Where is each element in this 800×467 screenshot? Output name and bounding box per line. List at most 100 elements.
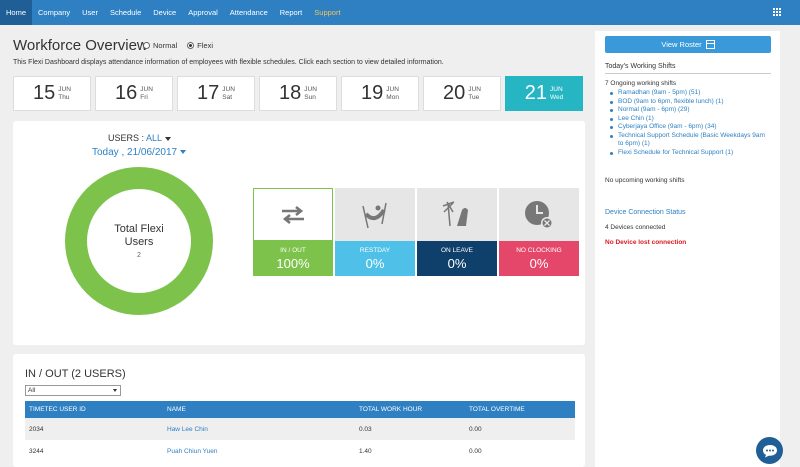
- column-header-work-hour[interactable]: TOTAL WORK HOUR: [359, 406, 423, 413]
- nav-device[interactable]: Device: [153, 8, 177, 17]
- in-out-filter-select[interactable]: All: [25, 385, 121, 396]
- date-strip: 15 JUN Thu 16 JUN Fri 17 JUN Sat 18 JUN Sun …: [13, 76, 587, 111]
- column-header-user-id[interactable]: TIMETEC USER ID: [29, 406, 86, 413]
- tile-label: IN / OUT: [280, 246, 306, 254]
- date-day: 18: [279, 82, 302, 104]
- shift-link[interactable]: Technical Support Schedule (Basic Weekda…: [609, 132, 769, 149]
- no-clocking-tile[interactable]: NO CLOCKING 0%: [499, 188, 579, 276]
- tile-label: ON LEAVE: [440, 246, 474, 254]
- users-filter-value: ALL: [146, 133, 163, 143]
- status-tiles: IN / OUT 100% RESTDAY 0%: [253, 188, 581, 276]
- date-weekday: Mon: [386, 93, 399, 101]
- cell-name-link[interactable]: Haw Lee Chin: [167, 425, 208, 433]
- date-weekday: Sun: [304, 93, 316, 101]
- tile-label: RESTDAY: [359, 246, 391, 254]
- nav-schedule[interactable]: Schedule: [109, 8, 142, 17]
- cell-overtime: 0.00: [469, 425, 482, 433]
- date-day: 17: [197, 82, 220, 104]
- no-device-lost-text: No Device lost connection: [605, 239, 687, 246]
- cell-name-link[interactable]: Puah Chiun Yuen: [167, 447, 218, 455]
- table-row: 2034 Haw Lee Chin 0.03 0.00: [25, 418, 575, 440]
- column-header-name[interactable]: NAME: [167, 406, 186, 413]
- nav-home[interactable]: Home: [0, 0, 33, 25]
- column-header-overtime[interactable]: TOTAL OVERTIME: [469, 406, 525, 413]
- device-connection-status-link[interactable]: Device Connection Status: [605, 209, 686, 216]
- date-filter-dropdown[interactable]: Today , 21/06/2017: [92, 147, 187, 158]
- table-header: TIMETEC USER ID NAME TOTAL WORK HOUR TOT…: [25, 401, 575, 418]
- shift-link[interactable]: Ramadhan (9am - 5pm) (51): [609, 89, 769, 98]
- date-day: 19: [361, 82, 384, 104]
- date-weekday: Tue: [468, 93, 480, 101]
- flexi-radio-label[interactable]: Flexi: [197, 41, 214, 50]
- right-sidebar: View Roster Today's Working Shifts 7 Ong…: [595, 31, 780, 467]
- date-card-19[interactable]: 19 JUN Mon: [341, 76, 419, 111]
- date-day: 16: [115, 82, 138, 104]
- date-day: 15: [33, 82, 56, 104]
- working-shifts-heading: Today's Working Shifts: [605, 63, 676, 70]
- hammock-icon: [362, 202, 387, 228]
- date-card-16[interactable]: 16 JUN Fri: [95, 76, 173, 111]
- tile-percent: 100%: [276, 255, 310, 271]
- tile-percent: 0%: [365, 255, 385, 271]
- date-card-17[interactable]: 17 JUN Sat: [177, 76, 255, 111]
- date-month: JUN: [468, 85, 481, 93]
- in-out-title: IN / OUT (2 USERS): [25, 368, 126, 380]
- donut-center: Total Flexi Users 2: [87, 189, 191, 293]
- date-month: JUN: [222, 85, 235, 93]
- chat-icon: [762, 444, 777, 457]
- users-filter-label: USERS :: [108, 133, 145, 143]
- date-filter-value: Today , 21/06/2017: [92, 147, 178, 158]
- date-weekday: Thu: [58, 93, 70, 101]
- nav-approval[interactable]: Approval: [188, 8, 218, 17]
- normal-radio-label[interactable]: Normal: [153, 41, 178, 50]
- chat-button[interactable]: [756, 437, 783, 464]
- date-month: JUN: [386, 85, 399, 93]
- users-filter-dropdown[interactable]: USERS : ALL: [108, 133, 172, 143]
- no-upcoming-shifts: No upcoming working shifts: [605, 177, 685, 184]
- nav-user[interactable]: User: [82, 8, 98, 17]
- date-weekday: Sat: [222, 93, 233, 101]
- date-card-21-today[interactable]: 21 JUN Wed: [505, 76, 583, 111]
- view-roster-button[interactable]: View Roster: [605, 36, 771, 53]
- date-month: JUN: [58, 85, 71, 93]
- cell-user-id: 2034: [29, 425, 44, 433]
- shift-link[interactable]: BOD (9am to 6pm, flexible lunch) (1): [609, 98, 769, 107]
- cell-work-hour: 0.03: [359, 425, 372, 433]
- date-weekday: Wed: [550, 93, 564, 101]
- flexi-radio[interactable]: [187, 42, 195, 49]
- view-roster-label: View Roster: [661, 40, 702, 49]
- grid-icon[interactable]: [773, 8, 782, 17]
- restday-tile[interactable]: RESTDAY 0%: [335, 188, 415, 276]
- nav-attendance[interactable]: Attendance: [229, 8, 268, 17]
- shift-link[interactable]: Lee Chin (1): [609, 115, 769, 124]
- clock-cancel-icon: [525, 200, 553, 229]
- date-card-20[interactable]: 20 JUN Tue: [423, 76, 501, 111]
- cell-overtime: 0.00: [469, 447, 482, 455]
- divider: [605, 73, 771, 74]
- total-users-donut-chart[interactable]: Total Flexi Users 2: [65, 167, 213, 315]
- nav-company[interactable]: Company: [38, 8, 71, 17]
- in-out-tile[interactable]: IN / OUT 100%: [253, 188, 333, 276]
- intro-text: This Flexi Dashboard displays attendance…: [13, 59, 444, 66]
- top-navigation: Home Company User Schedule Device Approv…: [0, 0, 800, 25]
- date-day: 20: [443, 82, 466, 104]
- page-title: Workforce Overview: [13, 37, 148, 54]
- tile-label: NO CLOCKING: [516, 246, 562, 254]
- date-day: 21: [524, 82, 547, 104]
- shift-link[interactable]: Cyberjaya Office (9am - 6pm) (34): [609, 123, 769, 132]
- ongoing-shifts-count: 7 Ongoing working shifts: [605, 80, 677, 87]
- date-card-15[interactable]: 15 JUN Thu: [13, 76, 91, 111]
- devices-connected-text: 4 Devices connected: [605, 224, 666, 231]
- filter-value: All: [28, 387, 36, 394]
- shift-link[interactable]: Normal (9am - 6pm) (29): [609, 106, 769, 115]
- nav-report[interactable]: Report: [279, 8, 303, 17]
- shift-link[interactable]: Flexi Schedule for Technical Support (1): [609, 149, 769, 158]
- nav-support[interactable]: Support: [314, 8, 341, 17]
- beach-chair-icon: [442, 200, 468, 226]
- in-out-panel: IN / OUT (2 USERS) All TIMETEC USER ID N…: [13, 354, 585, 467]
- date-month: JUN: [304, 85, 317, 93]
- on-leave-tile[interactable]: ON LEAVE 0%: [417, 188, 497, 276]
- tile-percent: 0%: [529, 255, 549, 271]
- normal-radio[interactable]: [143, 42, 150, 49]
- date-card-18[interactable]: 18 JUN Sun: [259, 76, 337, 111]
